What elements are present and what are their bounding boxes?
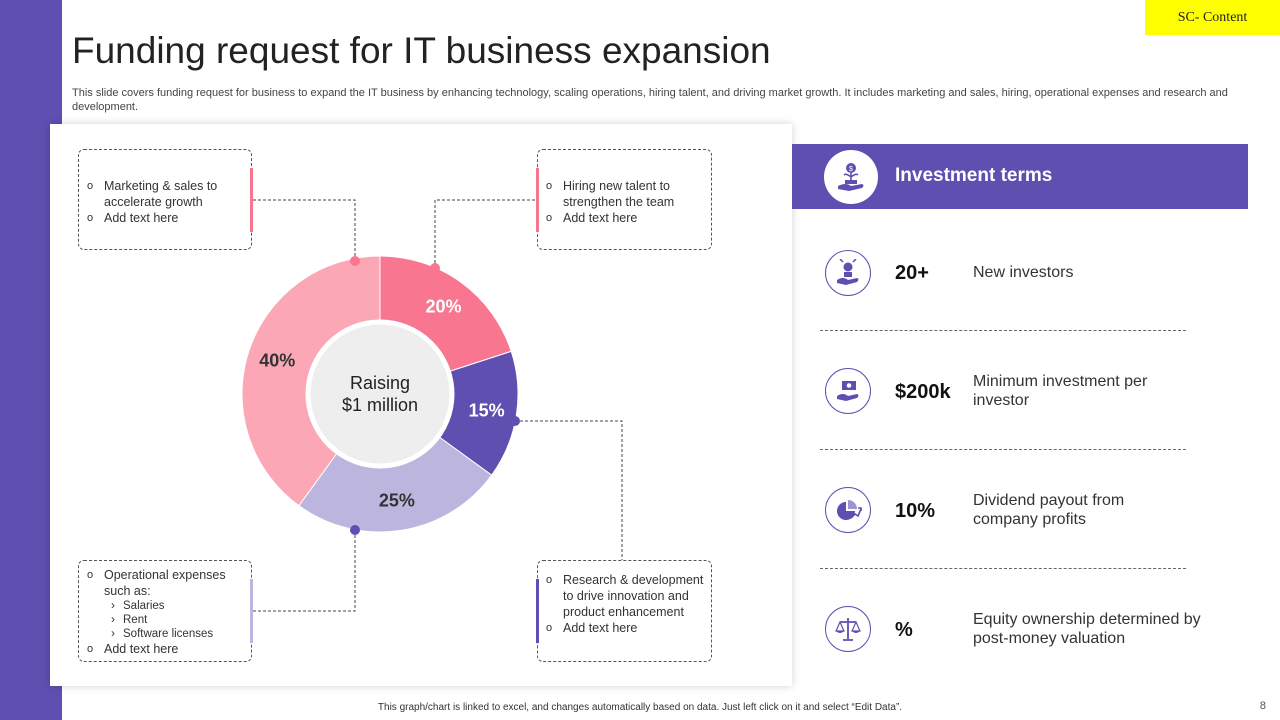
connector-research (515, 420, 623, 561)
term-value: % (895, 619, 913, 641)
term-value: $200k (895, 381, 951, 403)
marker-marketing (350, 256, 360, 266)
slice-label: 40% (259, 350, 296, 371)
callout-research: Research & development to drive innovati… (536, 560, 712, 662)
callout-marketing: Marketing & sales to accelerate growth A… (78, 149, 253, 250)
callout-operational: Operational expenses such as: Salaries R… (78, 560, 253, 662)
connector-marketing (252, 199, 356, 261)
list-item: Add text here (538, 620, 711, 636)
list-item: Add text here (79, 210, 251, 226)
slice-label: 15% (468, 400, 505, 421)
term-value: 10% (895, 500, 936, 522)
list-item: Hiring new talent to strengthen the team (538, 178, 711, 210)
list-item: Add text here (538, 210, 711, 226)
page-number: 8 (1259, 700, 1266, 712)
callout-accent (536, 579, 539, 643)
list-item: Marketing & sales to accelerate growth (79, 178, 251, 210)
donut-center (305, 319, 455, 469)
connector-hiring (434, 199, 537, 268)
donut-chart (241, 199, 623, 612)
list-subitem: Software licenses (79, 626, 251, 641)
callout-accent (250, 579, 253, 643)
money-hand-icon (825, 368, 871, 414)
term-value: 20+ (895, 262, 929, 284)
center-line-2: $1 million (341, 395, 419, 415)
investment-terms-header: $ Investment terms (792, 144, 1248, 209)
connector-operational (252, 530, 356, 612)
content-tag: SC- Content (1145, 0, 1280, 35)
divider (820, 449, 1186, 450)
list-subitem: Rent (79, 612, 251, 627)
donut-center-label: Raising $1 million (308, 372, 452, 416)
page-description: This slide covers funding request for bu… (72, 87, 1228, 113)
svg-text:$: $ (849, 166, 853, 173)
marker-operational (350, 525, 360, 535)
investment-plant-icon: $ (824, 150, 878, 204)
list-item: Research & development to drive innovati… (538, 572, 711, 620)
footer-note: This graph/chart is linked to excel, and… (377, 702, 903, 713)
callout-accent (536, 168, 539, 232)
term-row: % Equity ownership determined by post-mo… (820, 599, 1201, 659)
term-label: Equity ownership determined by post-mone… (973, 611, 1201, 647)
divider (820, 330, 1186, 331)
balance-scale-icon (825, 606, 871, 652)
investment-terms-title: Investment terms (895, 165, 1053, 186)
term-row: 10% Dividend payout from company profits (820, 480, 1200, 540)
chart-panel: Raising $1 million 20% 15% 25% 40% Marketin… (50, 124, 792, 686)
term-label: Minimum investment per investor (973, 373, 1148, 409)
list-item: Add text here (79, 641, 251, 657)
term-label: Dividend payout from company profits (973, 492, 1125, 528)
term-row: 20+ New investors (820, 243, 1200, 303)
list-subitem: Salaries (79, 598, 251, 613)
page-title: Funding request for IT business expansio… (72, 30, 771, 71)
center-line-1: Raising (349, 373, 411, 393)
pie-growth-icon (825, 487, 871, 533)
divider (820, 568, 1186, 569)
slice-label: 20% (425, 296, 462, 317)
callout-hiring: Hiring new talent to strengthen the team… (536, 149, 712, 250)
marker-research (510, 416, 520, 426)
list-item: Operational expenses such as: (79, 567, 251, 599)
investor-hand-icon (825, 250, 871, 296)
term-label: New investors (973, 264, 1074, 281)
marker-hiring (430, 263, 440, 273)
term-row: $200k Minimum investment per investor (820, 361, 1200, 421)
callout-accent (250, 168, 253, 232)
slice-label: 25% (378, 490, 415, 511)
